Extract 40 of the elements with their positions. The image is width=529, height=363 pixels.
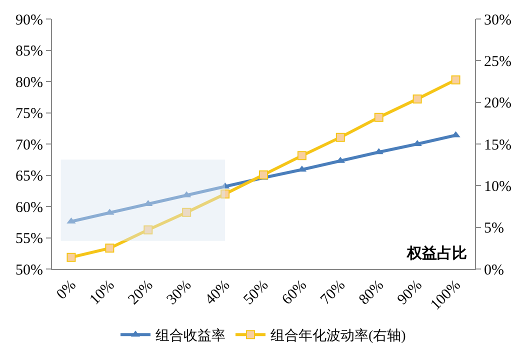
- y-tick-label: 80%: [16, 74, 43, 91]
- x-tick-label: 0%: [54, 277, 80, 303]
- point: [412, 94, 422, 104]
- point: [374, 112, 384, 122]
- x-tick-label: 80%: [356, 277, 387, 308]
- point: [105, 244, 114, 253]
- y2-tick-label: 15%: [484, 137, 512, 154]
- y2-tick-label: 20%: [484, 96, 512, 112]
- annotation: 权益占比: [406, 245, 467, 262]
- point: [144, 225, 153, 234]
- x-tick-label: 10%: [87, 277, 118, 308]
- y-tick-label: 60%: [16, 200, 43, 216]
- x-tick-label: 20%: [126, 277, 156, 308]
- x-tick-label: 70%: [318, 277, 349, 308]
- x-tick-label: 40%: [202, 277, 234, 308]
- x-tick-label: 60%: [279, 277, 310, 308]
- point: [259, 170, 268, 180]
- y-tick-label: 75%: [16, 106, 43, 122]
- y-tick-label: 50%: [16, 262, 43, 278]
- x-tick-label: 90%: [394, 277, 426, 308]
- point: [297, 151, 306, 160]
- point: [336, 132, 345, 142]
- y2-tick-label: 10%: [484, 178, 512, 195]
- x-tick-label: 30%: [164, 277, 195, 308]
- y-tick-label: 70%: [16, 137, 43, 154]
- legend-label: 组合收益率: [156, 328, 226, 344]
- y-tick-label: 55%: [16, 231, 43, 247]
- x-tick-label: 50%: [240, 277, 272, 308]
- point: [182, 208, 192, 217]
- legend-label: 组合年化波动率(右轴): [270, 328, 406, 344]
- y-tick-label: 85%: [16, 44, 43, 60]
- y2-tick-label: 5%: [484, 220, 504, 237]
- y-tick-label: 65%: [16, 168, 43, 184]
- y-tick-label: 90%: [16, 12, 43, 28]
- point: [451, 75, 460, 84]
- y2-tick-label: 30%: [484, 12, 512, 28]
- y2-tick-label: 0%: [484, 262, 504, 278]
- point: [66, 252, 76, 262]
- y2-tick-label: 25%: [484, 54, 512, 70]
- point: [220, 190, 230, 198]
